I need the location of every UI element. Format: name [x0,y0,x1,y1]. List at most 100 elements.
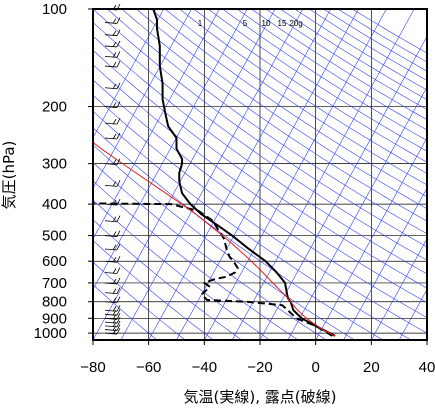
dry-adiabat-line [93,94,427,334]
dry-adiabat-line [352,9,427,54]
x-tick-label: −40 [192,359,217,376]
reference-line [315,136,427,340]
dry-adiabat-line [265,9,427,110]
reference-line [343,187,427,340]
dry-adiabat-line [93,110,412,340]
dry-adiabat-line [93,180,299,340]
y-tick-label: 500 [42,228,67,245]
dry-adiabat-line [93,127,383,340]
dry-adiabat-line [93,35,427,275]
series-layer [93,9,336,337]
parcel-line [93,142,336,337]
wind-barb [104,29,121,37]
y-tick-label: 300 [42,156,67,173]
wind-barb [104,17,121,24]
wind-barb [104,256,121,263]
wind-barb [104,277,121,285]
wind-barb [104,180,121,187]
reference-line [120,9,304,340]
x-tick-label: 0 [311,359,319,376]
x-tick-label: −60 [136,359,161,376]
mixing-ratio-label: 15 [278,19,287,28]
reference-line [148,9,331,340]
mixing-ratio-label: 10 [262,19,271,28]
wind-barb [104,243,121,251]
y-tick-label: 900 [42,310,67,327]
wind-barb [104,287,121,295]
dry-adiabat-line [93,21,427,261]
reference-line [93,9,248,291]
wind-barb [104,305,121,312]
wind-barb [104,230,121,237]
wind-barb [104,60,121,68]
mixing-ratio-label: 5 [243,19,248,28]
x-axis-title: 気温(実線), 露点(破線) [184,388,337,406]
wind-barb [104,51,121,58]
dry-adiabat-line [107,9,427,235]
dry-adiabat-line [337,9,427,63]
y-tick-label: 100 [42,1,67,18]
wind-barb [104,40,121,48]
wind-barb [104,296,121,304]
x-tick-label: 40 [419,359,435,376]
dry-adiabat-line [93,162,327,340]
wind-barb [104,101,121,108]
dry-adiabat-line [93,49,427,289]
dry-adiabat-line [93,199,271,340]
reference-line [231,9,415,340]
wind-barb [104,267,121,274]
dewpoint-line [93,202,333,337]
wind-barb [104,117,121,125]
dry-adiabat-line [164,9,427,186]
dry-adiabat-line [150,9,427,198]
dry-adiabat-line [323,9,427,72]
reference-line [259,35,427,340]
dry-adiabat-line [251,9,427,121]
y-tick-label: 700 [42,275,67,292]
dry-adiabat-line [236,9,427,131]
wind-barb [104,132,121,140]
dry-adiabat-line [294,9,427,91]
reference-line [176,9,359,340]
reference-line [93,9,220,240]
grid-layer [93,9,427,340]
wind-barb [104,82,121,90]
reference-line [204,9,387,340]
reference-line [426,339,427,340]
dry-adiabat-line [93,284,158,340]
y-tick-label: 200 [42,99,67,116]
wind-barb [104,215,121,223]
dry-adiabat-line [193,9,427,163]
reference-line [93,9,164,139]
wind-barb [104,158,121,166]
dry-adiabat-line [93,144,355,340]
dry-adiabat-line [93,79,427,319]
y-tick-label: 400 [42,196,67,213]
dry-adiabat-line [308,9,427,81]
dry-adiabat-line [93,219,242,340]
reference-line [371,238,427,340]
dry-adiabat-line [136,9,427,210]
mixing-ratio-label: 1 [198,19,203,28]
dry-adiabat-line [222,9,427,141]
plot-frame [88,8,428,345]
wind-barb [104,198,121,206]
y-tick-label: 600 [42,253,67,270]
dry-adiabat-line [179,9,427,174]
x-tick-label: −80 [80,359,105,376]
wind-barb [104,327,121,335]
wind-barbs [104,3,121,335]
dry-adiabat-line [93,9,427,248]
y-tick-label: 800 [42,294,67,311]
y-tick-label: 1000 [34,325,67,342]
axis-labels: 1 5 10 15 20g1002003004005006007008009001000… [34,1,435,376]
mixing-ratio-label: 20g [289,19,302,28]
dry-adiabat-line [93,240,214,340]
reference-line [93,9,276,340]
x-tick-label: −20 [247,359,272,376]
y-axis-title: 気圧(hPa) [0,141,18,210]
dry-adiabat-line [208,9,427,152]
x-tick-label: 20 [363,359,380,376]
dry-adiabat-line [93,261,186,340]
